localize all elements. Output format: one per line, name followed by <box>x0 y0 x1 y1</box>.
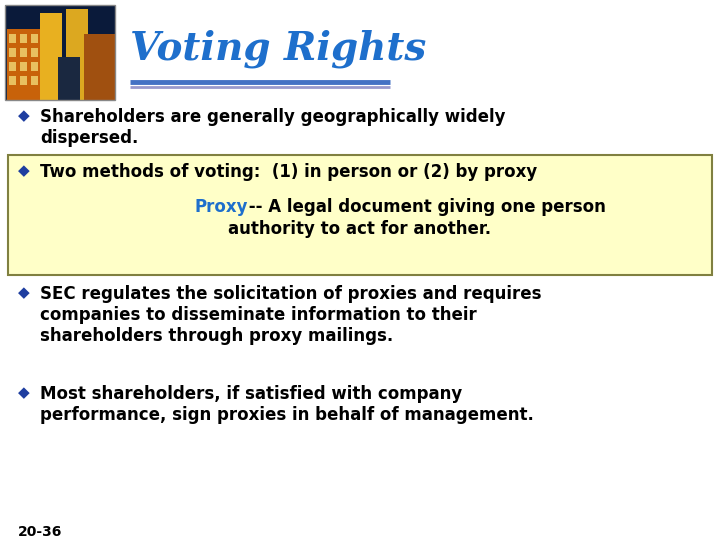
Text: ◆: ◆ <box>18 163 30 178</box>
FancyBboxPatch shape <box>20 76 27 84</box>
FancyBboxPatch shape <box>31 76 38 84</box>
FancyBboxPatch shape <box>20 62 27 71</box>
FancyBboxPatch shape <box>9 62 16 71</box>
Text: Proxy: Proxy <box>195 198 248 216</box>
FancyBboxPatch shape <box>31 33 38 43</box>
FancyBboxPatch shape <box>5 5 115 100</box>
Text: SEC regulates the solicitation of proxies and requires
companies to disseminate : SEC regulates the solicitation of proxie… <box>40 285 541 345</box>
Polygon shape <box>40 12 62 100</box>
Text: authority to act for another.: authority to act for another. <box>228 220 492 238</box>
FancyBboxPatch shape <box>8 155 712 275</box>
FancyBboxPatch shape <box>20 33 27 43</box>
Polygon shape <box>58 57 80 100</box>
FancyBboxPatch shape <box>31 62 38 71</box>
Text: ◆: ◆ <box>18 108 30 123</box>
Text: -- A legal document giving one person: -- A legal document giving one person <box>243 198 606 216</box>
FancyBboxPatch shape <box>20 48 27 57</box>
Text: 20-36: 20-36 <box>18 525 63 539</box>
Text: Most shareholders, if satisfied with company
performance, sign proxies in behalf: Most shareholders, if satisfied with com… <box>40 385 534 424</box>
Text: Two methods of voting:  (1) in person or (2) by proxy: Two methods of voting: (1) in person or … <box>40 163 537 181</box>
Text: Shareholders are generally geographically widely
dispersed.: Shareholders are generally geographicall… <box>40 108 505 147</box>
Text: ◆: ◆ <box>18 385 30 400</box>
Text: ◆: ◆ <box>18 285 30 300</box>
Polygon shape <box>84 33 115 100</box>
Polygon shape <box>66 9 88 100</box>
Polygon shape <box>7 29 51 100</box>
FancyBboxPatch shape <box>9 33 16 43</box>
FancyBboxPatch shape <box>9 48 16 57</box>
FancyBboxPatch shape <box>9 76 16 84</box>
FancyBboxPatch shape <box>31 48 38 57</box>
Text: Voting Rights: Voting Rights <box>130 30 426 69</box>
